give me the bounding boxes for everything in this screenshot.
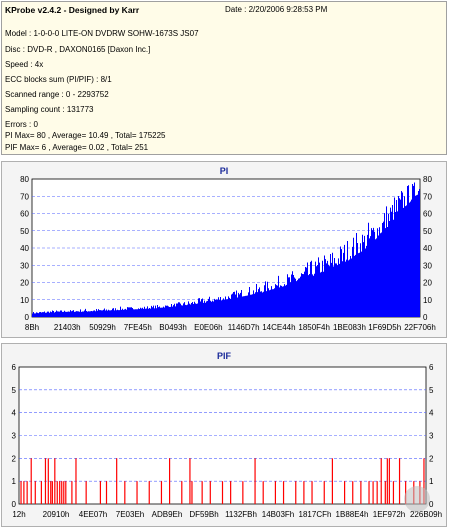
pi-xtick-label: 50929h <box>89 323 116 332</box>
pif-ytick-label-right: 5 <box>429 386 434 395</box>
pif-xtick-label: 226B09h <box>410 510 442 519</box>
pi-xtick-label: 8Bh <box>25 323 39 332</box>
pif-xtick-label: 20910h <box>43 510 70 519</box>
pi-chart-panel: PI 0 0 10 10 20 20 30 30 40 40 50 50 60 60 70 70 80 80 8Bh… <box>1 161 447 338</box>
pif-ytick-label-right: 3 <box>429 432 434 441</box>
pif-chart-panel: PIF 0 0 1 1 2 2 3 3 4 4 5 5 6 6 12h 20910h 4EE07h 7E03Eh A… <box>1 343 447 527</box>
ecc-info: ECC blocks sum (PI/PIF) : 8/1 <box>5 75 112 84</box>
pif-xtick-label: 1EF972h <box>373 510 405 519</box>
pif-xtick-label: 1817CFh <box>299 510 332 519</box>
pi-summary: PI Max= 80 , Average= 10.49 , Total= 175… <box>5 131 166 140</box>
pif-xtick-label: 7E03Eh <box>116 510 144 519</box>
info-panel: KProbe v2.4.2 - Designed by Karr Date : … <box>1 1 447 155</box>
pi-xtick-label: E0E06h <box>194 323 222 332</box>
pi-ytick-label-left: 50 <box>20 227 29 236</box>
pi-ytick-label-left: 0 <box>25 313 30 322</box>
errors-count: Errors : 0 <box>5 120 38 129</box>
pi-xtick-label: 1BE083h <box>333 323 366 332</box>
pi-ytick-label-right: 30 <box>423 261 432 270</box>
sampling-count: Sampling count : 131773 <box>5 105 94 114</box>
pi-ytick-label-left: 60 <box>20 210 29 219</box>
pi-ytick-label-right: 40 <box>423 244 432 253</box>
pi-ytick-label-right: 70 <box>423 192 432 201</box>
pi-ytick-label-left: 40 <box>20 244 29 253</box>
app-title: KProbe v2.4.2 - Designed by Karr <box>5 5 140 15</box>
pi-ytick-label-right: 20 <box>423 279 432 288</box>
pif-ytick-label-left: 2 <box>12 454 17 463</box>
pif-xtick-label: 14B03Fh <box>262 510 294 519</box>
pi-xtick-label: 22F706h <box>404 323 436 332</box>
pi-xtick-label: 1F69D5h <box>368 323 401 332</box>
pif-ytick-label-left: 3 <box>12 432 17 441</box>
pif-summary: PIF Max= 6 , Average= 0.02 , Total= 251 <box>5 143 149 152</box>
pi-xtick-label: 1850F4h <box>298 323 330 332</box>
pi-ytick-label-left: 30 <box>20 261 29 270</box>
pi-chart: 0 0 10 10 20 20 30 30 40 40 50 50 60 60 70 70 80 80 8Bh 214… <box>20 175 436 332</box>
pif-ytick-label-right: 1 <box>429 477 434 486</box>
pif-ytick-label-right: 0 <box>429 500 434 509</box>
pi-ytick-label-right: 80 <box>423 175 432 184</box>
pif-xtick-label: 1B88E4h <box>336 510 369 519</box>
pi-xtick-label: 1146D7h <box>228 323 260 332</box>
pif-xtick-label: 12h <box>12 510 25 519</box>
pi-ytick-label-right: 60 <box>423 210 432 219</box>
pi-ytick-label-right: 10 <box>423 296 432 305</box>
pif-ytick-label-right: 2 <box>429 454 434 463</box>
pif-chart-title: PIF <box>216 351 231 361</box>
scanned-range: Scanned range : 0 - 2293752 <box>5 90 109 99</box>
pif-ytick-label-left: 0 <box>12 500 17 509</box>
pif-ytick-label-left: 1 <box>12 477 17 486</box>
pi-chart-title: PI <box>219 166 229 176</box>
drive-model: Model : 1-0-0-0 LITE-ON DVDRW SOHW-1673S… <box>5 29 199 38</box>
watermark-logo <box>404 486 430 512</box>
pif-ytick-label-left: 4 <box>12 409 17 418</box>
speed-info: Speed : 4x <box>5 60 44 69</box>
pif-xtick-label: ADB9Eh <box>152 510 183 519</box>
pi-ytick-label-left: 10 <box>20 296 29 305</box>
pif-ytick-label-left: 6 <box>12 363 17 372</box>
pi-xtick-label: 14CE44h <box>262 323 295 332</box>
pi-ytick-label-left: 70 <box>20 192 29 201</box>
pif-ytick-label-left: 5 <box>12 386 17 395</box>
pi-xtick-label: 7FE45h <box>124 323 152 332</box>
pif-chart: 0 0 1 1 2 2 3 3 4 4 5 5 6 6 12h 20910h 4EE07h 7E03Eh ADB9E… <box>12 363 442 519</box>
pi-ytick-label-right: 50 <box>423 227 432 236</box>
pif-xtick-label: DF59Bh <box>189 510 218 519</box>
pif-ytick-label-right: 4 <box>429 409 434 418</box>
pif-ytick-label-right: 6 <box>429 363 434 372</box>
pi-ytick-label-left: 20 <box>20 279 29 288</box>
scan-date: Date : 2/20/2006 9:28:53 PM <box>225 5 328 14</box>
disc-info: Disc : DVD-R , DAXON0165 [Daxon Inc.] <box>5 45 151 54</box>
pif-xtick-label: 1132FBh <box>225 510 257 519</box>
pi-ytick-label-right: 0 <box>423 313 428 322</box>
pi-xtick-label: B0493h <box>159 323 187 332</box>
pi-ytick-label-left: 80 <box>20 175 29 184</box>
pi-xtick-label: 21403h <box>54 323 81 332</box>
pif-xtick-label: 4EE07h <box>79 510 107 519</box>
